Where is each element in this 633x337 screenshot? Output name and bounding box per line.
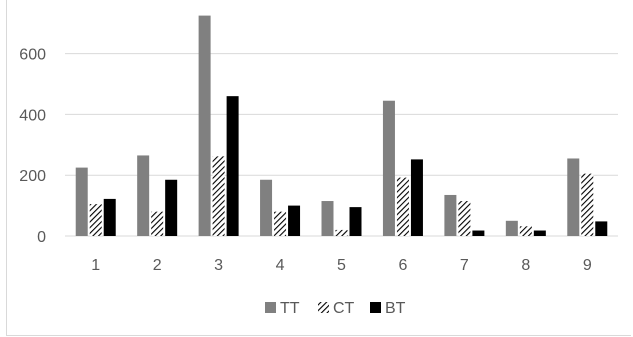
bar-ct-6 [396,177,409,236]
bar-ct-3 [212,156,225,236]
legend-swatch-ct [318,302,329,313]
x-axis-tick-labels: 1 2 3 4 5 6 7 8 9 [91,257,592,274]
legend-label-bt: BT [385,300,406,317]
bar-bt-4 [288,205,301,236]
bars [75,15,608,236]
y-tick-label: 0 [37,229,46,246]
bar-ct-8 [519,226,532,236]
bar-tt-3 [198,15,211,236]
bar-tt-7 [444,194,457,236]
y-tick-label: 400 [19,107,46,124]
bar-bt-2 [165,179,178,236]
bar-ct-5 [335,229,348,236]
bar-bt-7 [472,230,485,236]
bar-ct-1 [89,204,102,236]
bar-bt-5 [349,207,362,236]
bar-tt-9 [567,158,580,236]
bar-bt-6 [410,159,423,236]
x-tick-label: 1 [91,257,100,274]
legend-swatch-bt [370,302,381,313]
bar-ct-2 [151,211,164,236]
x-tick-label: 7 [460,257,469,274]
x-tick-label: 8 [521,257,530,274]
y-axis-tick-labels: 0 200 400 600 [19,47,46,246]
bar-tt-5 [321,201,334,236]
bar-tt-2 [137,155,150,236]
legend-label-ct: CT [333,300,355,317]
x-tick-label: 2 [153,257,162,274]
chart-frame [6,0,631,336]
bar-tt-6 [382,100,395,236]
legend-label-tt: TT [280,300,300,317]
bar-bt-3 [226,96,239,236]
legend: TT CT BT [265,300,406,317]
bar-ct-9 [581,173,594,236]
x-tick-label: 4 [276,257,285,274]
bar-tt-4 [260,179,273,236]
bar-bt-9 [595,221,608,236]
bar-ct-4 [274,211,287,236]
x-tick-label: 5 [337,257,346,274]
bar-bt-1 [103,198,116,236]
legend-swatch-tt [265,302,276,313]
y-tick-label: 600 [19,47,46,64]
bar-bt-8 [533,230,546,236]
x-tick-label: 6 [398,257,407,274]
bar-ct-7 [458,201,471,236]
x-tick-label: 3 [214,257,223,274]
bar-tt-8 [505,220,518,236]
x-tick-label: 9 [583,257,592,274]
y-tick-label: 200 [19,168,46,185]
bar-tt-1 [75,167,88,236]
